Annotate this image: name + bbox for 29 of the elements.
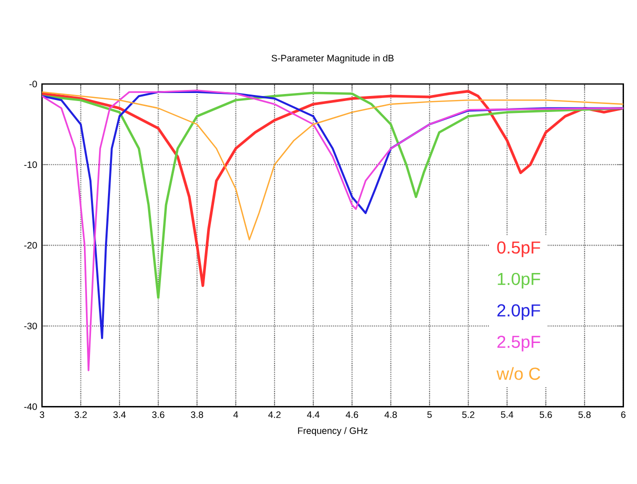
line-series (42, 91, 624, 240)
y-tick-label: -10 (24, 161, 37, 168)
text: 1.0pF (498, 272, 540, 289)
x-tick-label: 3 (40, 411, 44, 418)
x-tick-label: 6 (621, 411, 626, 418)
x-tick-label: 5.2 (462, 411, 474, 418)
text: w/o C (496, 367, 540, 380)
x-tick-label: 3.6 (152, 411, 164, 418)
x-tick-label: 3.2 (74, 411, 87, 418)
y-tick-label: -20 (24, 242, 37, 249)
x-tick-label: 4.6 (346, 411, 358, 418)
y-tick-label: -0 (29, 80, 37, 88)
y-tick-label: -40 (24, 403, 37, 410)
x-tick-label: 4.8 (384, 411, 397, 418)
chart-title: S-Parameter Magnitude in dB (272, 54, 394, 64)
x-tick-label: 5 (427, 411, 432, 418)
text: 2.0pF (497, 304, 540, 320)
x-tick-label: 3.4 (113, 411, 126, 418)
x-tick-label: 5.4 (500, 411, 514, 418)
x-tick-label: 5.6 (540, 411, 552, 418)
x-axis-title: Frequency / GHz (298, 427, 368, 436)
x-tick-label: 5.8 (578, 411, 591, 418)
x-tick-label: 4.4 (307, 411, 320, 418)
x-tick-label: 3.8 (190, 411, 204, 418)
text: 0.5pF (497, 241, 540, 258)
x-tick-label: 4 (233, 411, 238, 418)
text: 2.5pF (497, 336, 540, 352)
x-tick-label: 4.2 (268, 411, 281, 418)
y-tick-label: -30 (24, 322, 37, 330)
